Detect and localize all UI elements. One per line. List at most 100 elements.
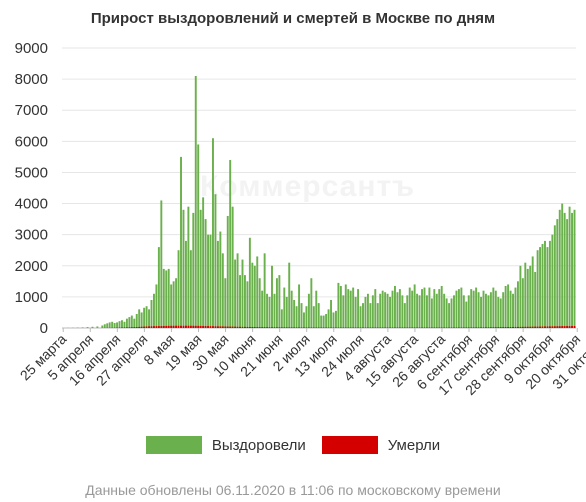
- bar-deaths[interactable]: [502, 327, 505, 328]
- bar-deaths[interactable]: [266, 327, 269, 328]
- bar-recovered[interactable]: [145, 306, 148, 328]
- bar-recovered[interactable]: [386, 293, 389, 328]
- bar-recovered[interactable]: [307, 293, 310, 328]
- bar-recovered[interactable]: [327, 309, 330, 328]
- bar-recovered[interactable]: [369, 303, 372, 328]
- bar-recovered[interactable]: [362, 303, 364, 328]
- bar-deaths[interactable]: [485, 327, 487, 328]
- bar-recovered[interactable]: [229, 160, 232, 328]
- bar-deaths[interactable]: [487, 327, 490, 328]
- bar-recovered[interactable]: [371, 295, 374, 328]
- bar-recovered[interactable]: [234, 259, 237, 328]
- bar-recovered[interactable]: [539, 247, 542, 328]
- bar-recovered[interactable]: [278, 275, 281, 328]
- bar-deaths[interactable]: [310, 327, 313, 329]
- bar-recovered[interactable]: [398, 289, 401, 328]
- bar-deaths[interactable]: [477, 327, 480, 328]
- bar-recovered[interactable]: [381, 290, 384, 328]
- bar-recovered[interactable]: [226, 216, 229, 328]
- bar-recovered[interactable]: [433, 289, 436, 328]
- bar-recovered[interactable]: [103, 324, 106, 328]
- bar-recovered[interactable]: [219, 231, 222, 328]
- bar-deaths[interactable]: [534, 326, 537, 328]
- bar-recovered[interactable]: [499, 298, 502, 328]
- bar-recovered[interactable]: [96, 326, 99, 328]
- bar-deaths[interactable]: [135, 327, 138, 328]
- bar-deaths[interactable]: [162, 325, 165, 328]
- bar-deaths[interactable]: [243, 326, 246, 328]
- bar-deaths[interactable]: [180, 325, 182, 328]
- bar-recovered[interactable]: [344, 284, 347, 328]
- bar-deaths[interactable]: [472, 327, 475, 328]
- bar-deaths[interactable]: [285, 327, 288, 328]
- bar-deaths[interactable]: [519, 326, 522, 328]
- bar-recovered[interactable]: [430, 298, 433, 328]
- bar-recovered[interactable]: [448, 303, 451, 328]
- bar-deaths[interactable]: [462, 327, 465, 329]
- bar-recovered[interactable]: [199, 209, 202, 328]
- bar-recovered[interactable]: [342, 295, 345, 328]
- bar-recovered[interactable]: [492, 287, 495, 328]
- bar-recovered[interactable]: [418, 295, 421, 328]
- bar-recovered[interactable]: [317, 303, 320, 328]
- bar-deaths[interactable]: [536, 326, 539, 328]
- bar-recovered[interactable]: [359, 306, 362, 328]
- bar-recovered[interactable]: [566, 219, 569, 328]
- bar-recovered[interactable]: [248, 237, 251, 328]
- bar-recovered[interactable]: [558, 209, 561, 328]
- bar-recovered[interactable]: [315, 290, 318, 328]
- bar-deaths[interactable]: [492, 327, 495, 328]
- bar-recovered[interactable]: [320, 315, 323, 328]
- bar-deaths[interactable]: [177, 325, 180, 328]
- bar-recovered[interactable]: [352, 287, 355, 328]
- bar-recovered[interactable]: [421, 289, 423, 328]
- bar-deaths[interactable]: [209, 326, 212, 328]
- bar-deaths[interactable]: [123, 327, 126, 328]
- bar-deaths[interactable]: [214, 326, 217, 328]
- bar-recovered[interactable]: [428, 287, 431, 328]
- bar-deaths[interactable]: [202, 325, 205, 328]
- bar-deaths[interactable]: [467, 327, 470, 328]
- bar-recovered[interactable]: [376, 303, 379, 328]
- bar-recovered[interactable]: [194, 76, 197, 328]
- bar-recovered[interactable]: [118, 321, 121, 328]
- bar-recovered[interactable]: [243, 275, 246, 328]
- bar-recovered[interactable]: [86, 327, 89, 328]
- bar-deaths[interactable]: [558, 326, 561, 328]
- bar-deaths[interactable]: [184, 325, 187, 328]
- bar-deaths[interactable]: [231, 326, 234, 328]
- bar-deaths[interactable]: [494, 327, 497, 328]
- bar-deaths[interactable]: [199, 325, 202, 328]
- bar-recovered[interactable]: [165, 270, 168, 328]
- bar-recovered[interactable]: [470, 289, 473, 328]
- bar-recovered[interactable]: [295, 306, 298, 328]
- bar-recovered[interactable]: [288, 262, 291, 328]
- bar-recovered[interactable]: [534, 272, 537, 328]
- bar-deaths[interactable]: [133, 327, 136, 328]
- bar-deaths[interactable]: [290, 327, 293, 328]
- bar-deaths[interactable]: [526, 326, 529, 328]
- bar-deaths[interactable]: [571, 326, 573, 328]
- bar-deaths[interactable]: [546, 326, 549, 328]
- bar-deaths[interactable]: [556, 326, 559, 328]
- bar-recovered[interactable]: [354, 296, 357, 328]
- bar-recovered[interactable]: [310, 278, 313, 328]
- bar-recovered[interactable]: [125, 318, 128, 328]
- bar-deaths[interactable]: [248, 326, 251, 328]
- bar-recovered[interactable]: [160, 200, 163, 328]
- bar-deaths[interactable]: [140, 326, 143, 328]
- bar-deaths[interactable]: [212, 326, 214, 328]
- bar-deaths[interactable]: [130, 327, 133, 328]
- bar-recovered[interactable]: [283, 287, 286, 328]
- bar-recovered[interactable]: [150, 300, 153, 328]
- bar-recovered[interactable]: [116, 322, 119, 328]
- bar-deaths[interactable]: [539, 326, 542, 328]
- bar-recovered[interactable]: [339, 286, 342, 328]
- bar-recovered[interactable]: [290, 290, 293, 328]
- bar-deaths[interactable]: [268, 327, 271, 328]
- bar-recovered[interactable]: [467, 295, 470, 328]
- bar-recovered[interactable]: [364, 296, 367, 328]
- bar-recovered[interactable]: [167, 268, 170, 328]
- bar-recovered[interactable]: [521, 278, 524, 328]
- bar-recovered[interactable]: [384, 292, 387, 328]
